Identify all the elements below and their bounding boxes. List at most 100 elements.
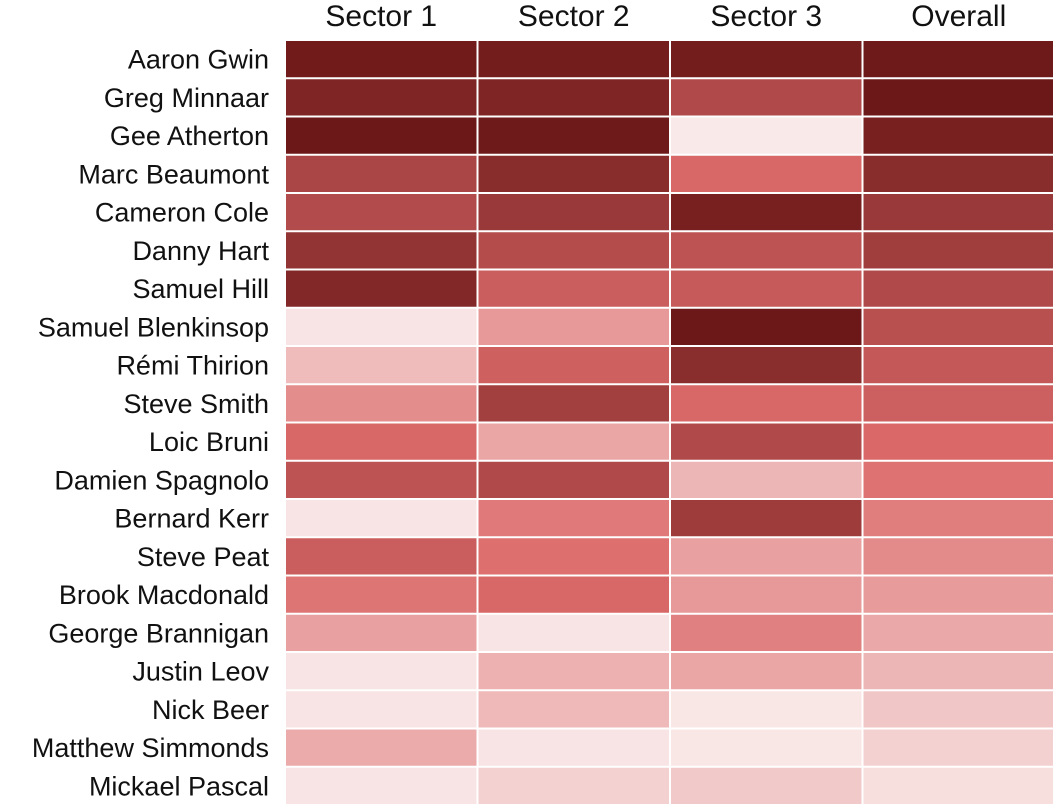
heatmap-cell-steve-smith-overall [863, 385, 1053, 422]
row-label-samuel-blenkinsop: Samuel Blenkinsop [38, 312, 269, 342]
heatmap-cell-bernard-kerr-sector-3 [671, 500, 862, 537]
heatmap-cell-damien-spagnolo-sector-3 [671, 461, 862, 498]
heatmap-cell-samuel-hill-sector-2 [478, 270, 669, 307]
heatmap-cell-greg-minnaar-sector-3 [671, 79, 862, 116]
heatmap-cell-cameron-cole-sector-2 [478, 194, 669, 231]
heatmap-cell-samuel-hill-sector-3 [671, 270, 862, 307]
row-label-justin-leov: Justin Leov [132, 657, 269, 687]
heatmap-cell-samuel-blenkinsop-overall [863, 308, 1053, 345]
heatmap-cell-loic-bruni-sector-3 [671, 423, 862, 460]
heatmap-cell-bernard-kerr-sector-2 [478, 500, 669, 537]
row-label-brook-macdonald: Brook Macdonald [59, 580, 269, 610]
heatmap-cell-danny-hart-sector-3 [671, 232, 862, 269]
heatmap-cell-george-brannigan-sector-3 [671, 614, 862, 651]
row-label-marc-beaumont: Marc Beaumont [78, 159, 269, 189]
row-label-cameron-cole: Cameron Cole [95, 198, 269, 228]
heatmap-cell-brook-macdonald-overall [863, 576, 1053, 613]
heatmap-cell-cameron-cole-sector-1 [286, 194, 477, 231]
heatmap-cell-justin-leov-sector-1 [286, 653, 477, 690]
column-label-sector-2: Sector 2 [518, 0, 630, 33]
heatmap-cell-nick-beer-sector-3 [671, 691, 862, 728]
heatmap-cell-steve-smith-sector-1 [286, 385, 477, 422]
heatmap-cell-george-brannigan-sector-1 [286, 614, 477, 651]
heatmap-cell-steve-peat-sector-3 [671, 538, 862, 575]
heatmap-cell-gee-atherton-overall [863, 117, 1053, 154]
heatmap-cell-bernard-kerr-sector-1 [286, 500, 477, 537]
heatmap-cell-steve-smith-sector-3 [671, 385, 862, 422]
heatmap-cell-nick-beer-sector-2 [478, 691, 669, 728]
heatmap-cell-justin-leov-sector-2 [478, 653, 669, 690]
row-label-nick-beer: Nick Beer [152, 695, 269, 725]
heatmap-cell-cameron-cole-overall [863, 194, 1053, 231]
heatmap-cell-greg-minnaar-overall [863, 79, 1053, 116]
heatmap-cell-gee-atherton-sector-2 [478, 117, 669, 154]
heatmap-cell-george-brannigan-overall [863, 614, 1053, 651]
heatmap-cell-remi-thirion-sector-2 [478, 347, 669, 384]
heatmap-cell-steve-peat-sector-1 [286, 538, 477, 575]
heatmap-cell-gee-atherton-sector-3 [671, 117, 862, 154]
row-label-steve-smith: Steve Smith [123, 389, 269, 419]
row-label-damien-spagnolo: Damien Spagnolo [54, 465, 269, 495]
heatmap-cell-loic-bruni-sector-2 [478, 423, 669, 460]
row-label-gee-atherton: Gee Atherton [110, 121, 269, 151]
heatmap-cell-aaron-gwin-sector-2 [478, 41, 669, 78]
heatmap-cell-samuel-hill-overall [863, 270, 1053, 307]
heatmap-cell-brook-macdonald-sector-2 [478, 576, 669, 613]
heatmap-cell-remi-thirion-overall [863, 347, 1053, 384]
heatmap-cell-greg-minnaar-sector-2 [478, 79, 669, 116]
heatmap-cell-danny-hart-sector-2 [478, 232, 669, 269]
heatmap-cell-damien-spagnolo-overall [863, 461, 1053, 498]
heatmap-cell-brook-macdonald-sector-3 [671, 576, 862, 613]
row-label-samuel-hill: Samuel Hill [132, 274, 269, 304]
row-label-george-brannigan: George Brannigan [48, 618, 269, 648]
heatmap-cell-nick-beer-sector-1 [286, 691, 477, 728]
heatmap-cell-aaron-gwin-sector-1 [286, 41, 477, 78]
column-label-sector-3: Sector 3 [710, 0, 822, 33]
row-labels: Aaron Gwin Greg Minnaar Gee Atherton Marc B… [32, 45, 270, 802]
row-label-mickael-pascal: Mickael Pascal [89, 771, 269, 801]
heatmap-cell-steve-smith-sector-2 [478, 385, 669, 422]
heatmap-cell-matthew-simmonds-sector-1 [286, 729, 477, 766]
row-label-loic-bruni: Loic Bruni [149, 427, 269, 457]
row-label-greg-minnaar: Greg Minnaar [104, 83, 269, 113]
heatmap-cell-marc-beaumont-sector-3 [671, 155, 862, 192]
row-label-remi-thirion: Rémi Thirion [116, 351, 269, 381]
heatmap-cell-mickael-pascal-sector-2 [478, 767, 669, 804]
heatmap-cell-marc-beaumont-sector-1 [286, 155, 477, 192]
column-label-overall: Overall [911, 0, 1006, 33]
heatmap-cell-justin-leov-overall [863, 653, 1053, 690]
heatmap-cell-samuel-blenkinsop-sector-2 [478, 308, 669, 345]
column-label-sector-1: Sector 1 [325, 0, 437, 33]
row-label-danny-hart: Danny Hart [132, 236, 269, 266]
heatmap-cell-damien-spagnolo-sector-1 [286, 461, 477, 498]
heatmap-cell-matthew-simmonds-sector-3 [671, 729, 862, 766]
heatmap-cell-mickael-pascal-sector-3 [671, 767, 862, 804]
heatmap-cell-samuel-hill-sector-1 [286, 270, 477, 307]
heatmap-cell-cameron-cole-sector-3 [671, 194, 862, 231]
heatmap-cell-aaron-gwin-overall [863, 41, 1053, 78]
heatmap-cell-steve-peat-sector-2 [478, 538, 669, 575]
column-labels: Sector 1 Sector 2 Sector 3 Overall [325, 0, 1006, 33]
heatmap-cell-nick-beer-overall [863, 691, 1053, 728]
heatmap-cell-mickael-pascal-sector-1 [286, 767, 477, 804]
heatmap-cell-damien-spagnolo-sector-2 [478, 461, 669, 498]
heatmap-cell-steve-peat-overall [863, 538, 1053, 575]
heatmap-cell-bernard-kerr-overall [863, 500, 1053, 537]
heatmap-cell-samuel-blenkinsop-sector-3 [671, 308, 862, 345]
heatmap-cell-mickael-pascal-overall [863, 767, 1053, 804]
heatmap-cell-aaron-gwin-sector-3 [671, 41, 862, 78]
heatmap-cell-samuel-blenkinsop-sector-1 [286, 308, 477, 345]
row-label-aaron-gwin: Aaron Gwin [128, 45, 269, 75]
heatmap-cell-danny-hart-overall [863, 232, 1053, 269]
heatmap-cell-danny-hart-sector-1 [286, 232, 477, 269]
heatmap-cell-matthew-simmonds-sector-2 [478, 729, 669, 766]
heatmap-cell-matthew-simmonds-overall [863, 729, 1053, 766]
heatmap-cells [286, 41, 1053, 804]
heatmap-cell-marc-beaumont-sector-2 [478, 155, 669, 192]
heatmap-cell-justin-leov-sector-3 [671, 653, 862, 690]
heatmap-cell-greg-minnaar-sector-1 [286, 79, 477, 116]
heatmap-cell-gee-atherton-sector-1 [286, 117, 477, 154]
row-label-steve-peat: Steve Peat [137, 542, 270, 572]
row-label-bernard-kerr: Bernard Kerr [114, 504, 269, 534]
